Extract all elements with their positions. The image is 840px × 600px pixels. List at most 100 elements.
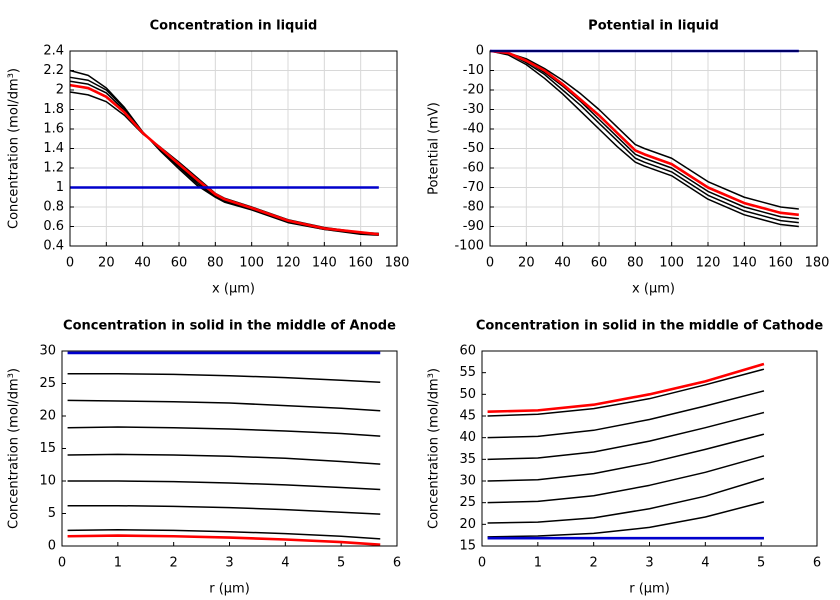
y-tick-label: -70 [463,180,484,195]
y-tick-label: -80 [463,200,484,215]
y-tick-label: -100 [454,239,484,254]
chart: Concentration in solid in the middle of … [427,319,824,597]
x-tick-label: 60 [171,256,188,271]
data-line [67,453,381,465]
data-line [67,373,381,383]
data-line [487,362,765,413]
y-tick-label: 20 [459,517,476,532]
chart: Potential in liquid x (μm) Potential (mV) 0… [427,19,830,297]
x-tick-label: 1 [534,556,542,571]
x-tick-label: 140 [732,256,757,271]
x-tick-label: 4 [281,556,289,571]
plot-frame [69,50,398,247]
data-line [67,504,381,515]
x-tick-label: 3 [645,556,653,571]
data-line [487,477,765,524]
y-tick-label: -90 [463,219,484,234]
chart: Concentration in liquid x (μm) Concentrati… [7,19,410,297]
y-tick-label: 25 [39,376,56,391]
data-line [67,399,381,412]
plot-frame [481,350,818,547]
chart-title: Concentration in solid in the middle of … [63,319,396,334]
x-tick-label: 20 [518,256,535,271]
data-line [487,433,765,482]
y-tick-label: 5 [48,506,56,521]
x-tick-label: 2 [170,556,178,571]
x-tick-label: 6 [393,556,401,571]
x-axis-label: x (μm) [632,282,675,297]
y-tick-label: -20 [463,83,484,98]
y-tick-label: 1 [56,180,64,195]
y-tick-label: 60 [459,344,476,359]
x-tick-label: 3 [225,556,233,571]
y-tick-label: 1.6 [43,122,64,137]
data-line [67,529,381,540]
x-tick-label: 0 [66,256,74,271]
plot-frame [61,350,398,547]
x-tick-label: 60 [591,256,608,271]
data-line [69,69,379,237]
chart-title: Concentration in solid in the middle of … [476,319,824,334]
y-tick-label: 2 [56,83,64,98]
data-line [67,534,381,546]
x-tick-label: 6 [813,556,821,571]
x-tick-label: 180 [805,256,830,271]
y-tick-label: -10 [463,63,484,78]
data-line [69,91,379,235]
data-line [67,426,381,437]
y-tick-label: -30 [463,102,484,117]
y-tick-label: 15 [39,441,56,456]
data-line [489,50,799,224]
x-tick-label: 80 [627,256,644,271]
y-tick-label: 1.4 [43,141,64,156]
chart-title: Potential in liquid [588,19,719,34]
data-line [487,390,765,439]
x-tick-label: 4 [701,556,709,571]
x-tick-label: 80 [207,256,224,271]
y-tick-label: 0 [48,539,56,554]
y-tick-label: 0 [476,44,484,59]
y-tick-label: 2.4 [43,44,64,59]
data-line [487,411,765,461]
data-line [489,50,799,210]
x-tick-label: 40 [134,256,151,271]
data-line [489,49,799,217]
x-tick-label: 5 [757,556,765,571]
x-tick-label: 140 [312,256,337,271]
y-axis-label: Potential (mV) [427,102,442,195]
x-tick-label: 100 [239,256,264,271]
x-tick-label: 100 [659,256,684,271]
y-tick-label: 0.6 [43,219,64,234]
x-tick-label: 0 [486,256,494,271]
x-axis-label: r (μm) [629,582,670,597]
x-tick-label: 2 [590,556,598,571]
data-line [487,455,765,504]
data-line [67,480,381,491]
data-line [489,50,799,220]
chart: Concentration in solid in the middle of … [7,319,402,597]
y-tick-label: 2.2 [43,63,64,78]
x-tick-label: 0 [58,556,66,571]
y-tick-label: -60 [463,161,484,176]
y-tick-label: 30 [459,474,476,489]
y-tick-label: 1.8 [43,102,64,117]
y-axis-label: Concentration (mol/dm³) [427,368,442,529]
x-axis-label: x (μm) [212,282,255,297]
y-tick-label: 45 [459,409,476,424]
y-tick-label: 30 [39,344,56,359]
y-tick-label: 15 [459,539,476,554]
x-tick-label: 1 [114,556,122,571]
y-tick-label: -50 [463,141,484,156]
data-line [487,368,765,417]
y-tick-label: 35 [459,452,476,467]
y-tick-label: 50 [459,387,476,402]
x-axis-label: r (μm) [209,582,250,597]
y-tick-label: 20 [39,409,56,424]
x-tick-label: 40 [554,256,571,271]
y-tick-label: 40 [459,430,476,445]
x-tick-label: 20 [98,256,115,271]
y-axis-label: Concentration (mol/dm³) [7,68,22,229]
plot-frame [489,50,818,247]
y-tick-label: 10 [39,474,56,489]
